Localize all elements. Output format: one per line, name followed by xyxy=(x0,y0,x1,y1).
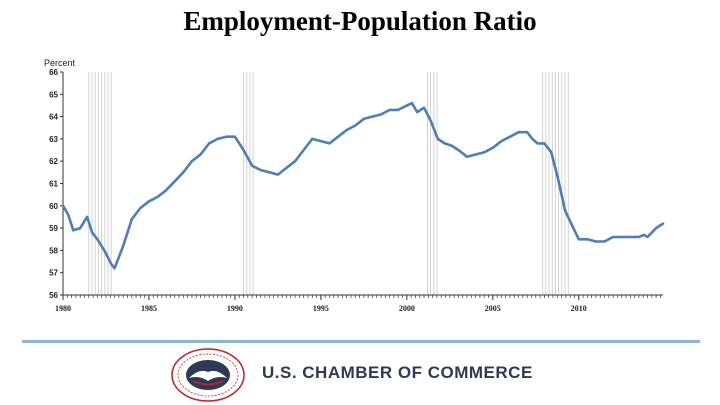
y-tick-label: 56 xyxy=(49,291,58,300)
y-tick-label: 64 xyxy=(49,113,58,122)
y-tick-label: 58 xyxy=(49,246,58,255)
y-tick-label: 59 xyxy=(49,224,58,233)
x-tick-label: 1990 xyxy=(227,304,243,313)
x-tick-label: 2000 xyxy=(399,304,415,313)
footer: U.S. CHAMBER OF COMMERCE xyxy=(0,345,720,405)
employment-ratio-chart: 56 57 58 59 60 61 62 63 64 65 66 1980 1985 1990 1995 20… xyxy=(49,68,665,313)
chamber-seal-icon xyxy=(171,348,245,402)
recession-band xyxy=(427,72,438,295)
y-tick-label: 61 xyxy=(49,180,58,189)
x-tick-label: 2010 xyxy=(571,304,587,313)
footer-divider xyxy=(22,340,700,343)
x-minor-ticks xyxy=(62,295,661,298)
recession-band xyxy=(243,72,254,295)
y-tick-label: 63 xyxy=(49,135,58,144)
y-tick-label: 62 xyxy=(49,157,58,166)
y-tick-label: 57 xyxy=(49,269,58,278)
organization-name: U.S. CHAMBER OF COMMERCE xyxy=(262,363,533,382)
recession-band xyxy=(88,72,112,295)
y-tick-label: 66 xyxy=(49,68,58,77)
employment-ratio-line xyxy=(61,101,665,270)
x-tick-label: 2005 xyxy=(485,304,501,313)
x-tick-label: 1980 xyxy=(55,304,71,313)
y-tick-label: 65 xyxy=(49,90,58,99)
y-axis-unit-label: Percent xyxy=(44,58,76,68)
x-tick-label: 1985 xyxy=(141,304,157,313)
chart-title: Employment-Population Ratio xyxy=(183,6,537,36)
x-tick-label: 1995 xyxy=(313,304,329,313)
y-tick-label: 60 xyxy=(49,202,58,211)
recession-band xyxy=(542,72,569,295)
